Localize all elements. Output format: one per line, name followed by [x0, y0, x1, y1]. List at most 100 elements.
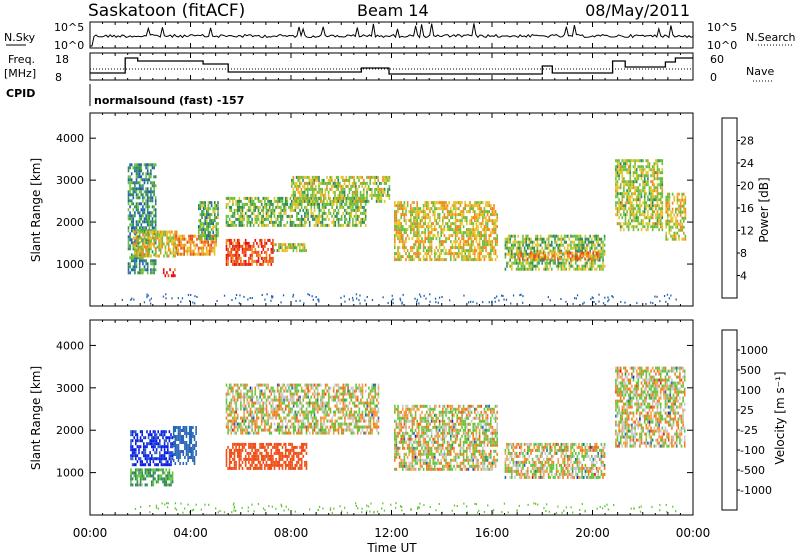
heatmap-cell [304, 214, 306, 218]
heatmap-cell [291, 460, 293, 464]
heatmap-cell [631, 183, 633, 187]
heatmap-cell [635, 210, 638, 214]
heatmap-cell [292, 249, 295, 253]
heatmap-cell [232, 244, 234, 248]
heatmap-cell [139, 439, 142, 443]
heatmap-cell [225, 205, 228, 209]
heatmap-cell [160, 468, 163, 472]
heatmap-cell [283, 208, 285, 212]
heatmap-cell [204, 243, 206, 247]
heatmap-cell [150, 297, 152, 300]
heatmap-cell [337, 196, 339, 200]
heatmap-cell [188, 429, 191, 432]
heatmap-cell [440, 207, 442, 211]
heatmap-cell [437, 201, 439, 205]
heatmap-cell [172, 245, 175, 249]
heatmap-cell [313, 193, 315, 197]
heatmap-cell [485, 201, 487, 205]
heatmap-cell [212, 210, 214, 214]
heatmap-cell [430, 249, 433, 253]
heatmap-cell [410, 204, 412, 208]
heatmap-cell [236, 448, 239, 452]
heatmap-cell [151, 236, 154, 240]
heatmap-cell [146, 241, 149, 245]
heatmap-cell [329, 202, 332, 206]
heatmap-cell [458, 207, 460, 211]
heatmap-cell [265, 463, 268, 467]
heatmap-cell [350, 202, 353, 206]
heatmap-cell [323, 208, 325, 212]
heatmap-cell [168, 477, 171, 481]
heatmap-cell [146, 468, 148, 472]
heatmap-cell [143, 245, 146, 249]
heatmap-cell [225, 416, 228, 420]
heatmap-cell [151, 250, 154, 254]
heatmap-cell [398, 222, 401, 226]
heatmap-cell [251, 250, 253, 254]
heatmap-cell [413, 252, 415, 256]
heatmap-cell [273, 196, 276, 200]
heatmap-cell [233, 463, 236, 467]
heatmap-cell [442, 243, 444, 247]
heatmap-cell [398, 201, 401, 205]
heatmap-cell [194, 252, 197, 256]
heatmap-cell [334, 181, 336, 185]
heatmap-cell [180, 234, 182, 238]
heatmap-cell [474, 228, 476, 232]
heatmap-cell [163, 448, 166, 452]
heatmap-cell [146, 178, 149, 182]
heatmap-cell [470, 243, 473, 247]
heatmap-cell [550, 251, 553, 255]
heatmap-cell [162, 433, 164, 437]
heatmap-cell [359, 190, 362, 194]
heatmap-cell [578, 240, 580, 244]
heatmap-cell [483, 216, 486, 220]
heatmap-cell [624, 180, 627, 184]
heatmap-cell [280, 301, 282, 304]
heatmap-cell [411, 207, 414, 211]
heatmap-cell [410, 216, 412, 220]
heatmap-cell [493, 207, 495, 211]
heatmap-cell [438, 219, 441, 223]
heatmap-cell [137, 256, 139, 260]
heatmap-cell [142, 242, 144, 246]
heatmap-cell [631, 192, 633, 196]
heatmap-cell [202, 225, 205, 229]
heatmap-cell [315, 202, 317, 206]
heatmap-cell [618, 162, 620, 166]
heatmap-cell [132, 193, 135, 197]
heatmap-cell [581, 264, 583, 268]
heatmap-cell [443, 213, 446, 217]
heatmap-cell [474, 210, 476, 214]
heatmap-cell [135, 251, 138, 255]
heatmap-cell [176, 447, 178, 450]
heatmap-cell [270, 241, 273, 245]
heatmap-cell [535, 243, 537, 247]
heatmap-cell [268, 205, 271, 209]
heatmap-cell [304, 220, 306, 224]
heatmap-cell [363, 205, 365, 209]
heatmap-cell [280, 451, 282, 455]
heatmap-cell [507, 246, 510, 250]
heatmap-cell [135, 477, 137, 481]
heatmap-cell [475, 240, 478, 244]
heatmap-cell [244, 241, 247, 245]
heatmap-cell [130, 298, 132, 301]
heatmap-cell [650, 301, 652, 304]
heatmap-cell [626, 198, 628, 202]
heatmap-cell [326, 187, 328, 191]
heatmap-cell [643, 168, 646, 172]
heatmap-cell [171, 471, 174, 475]
heatmap-cell [538, 243, 540, 247]
heatmap-cell [193, 435, 196, 438]
heatmap-cell [414, 231, 417, 235]
heatmap-cell [265, 208, 268, 212]
heatmap-cell [476, 302, 478, 305]
heatmap-cell [615, 180, 617, 184]
heatmap-cell [148, 226, 151, 230]
heatmap-cell [402, 213, 404, 217]
heatmap-cell [130, 199, 133, 203]
heatmap-cell [286, 199, 289, 203]
heatmap-cell [647, 183, 649, 187]
heatmap-cell [199, 240, 201, 244]
